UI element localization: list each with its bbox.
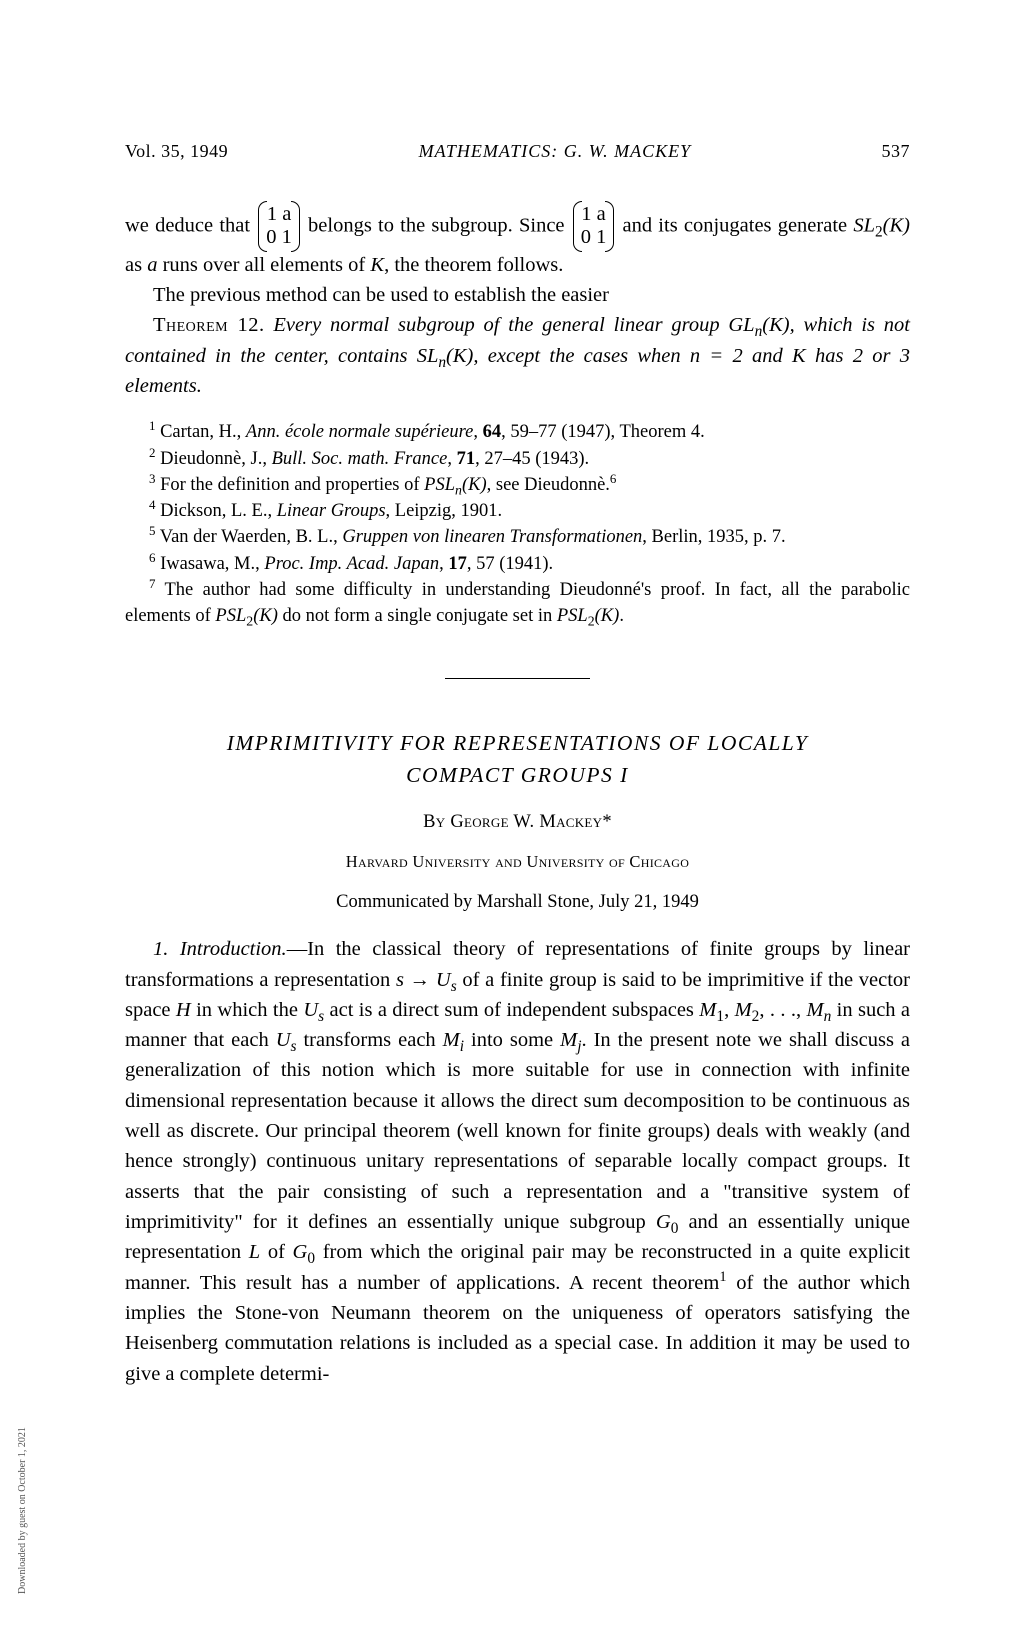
text: , . . ., <box>759 999 806 1021</box>
text: act is a direct sum of independent subsp… <box>324 999 699 1021</box>
matrix-row: 0 1 <box>581 226 607 250</box>
math-psl: PSL <box>557 606 588 626</box>
footnote-ref: 6 <box>610 471 616 486</box>
article-communicated: Communicated by Marshall Stone, July 21,… <box>125 889 910 916</box>
introduction-paragraph: 1. Introduction.—In the classical theory… <box>125 934 910 1389</box>
article-affiliation: Harvard University and University of Chi… <box>125 850 910 874</box>
section-number: 1. <box>153 938 168 960</box>
footnote-text: Cartan, H., Ann. école normale supérieur… <box>155 422 704 442</box>
math-sub: 0 <box>307 1251 315 1268</box>
math-sub: 1 <box>716 1008 724 1025</box>
math-psl: PSL <box>424 475 455 495</box>
article-author: By George W. Mackey* <box>125 809 910 836</box>
title-line: COMPACT GROUPS I <box>406 763 629 787</box>
math: G <box>293 1241 308 1263</box>
article-title: IMPRIMITIVITY FOR REPRESENTATIONS OF LOC… <box>125 727 910 792</box>
text: as <box>125 254 147 276</box>
math-sub: n <box>455 484 462 499</box>
theorem-12: Theorem 12. Every normal subgroup of the… <box>125 310 910 401</box>
footnote-text: For the definition and properties of <box>155 475 424 495</box>
footnote-text: do not form a single conjugate set in <box>278 606 557 626</box>
math-sub: 2 <box>588 615 595 630</box>
matrix-2: 1 a0 1 <box>573 203 615 250</box>
footnote-text: Iwasawa, M., Proc. Imp. Acad. Japan, 17,… <box>155 554 553 574</box>
math-arg: (K), <box>446 345 478 367</box>
header-section: MATHEMATICS: G. W. MACKEY <box>419 138 692 165</box>
footnote-ref: 1 <box>719 1269 726 1285</box>
matrix-row: 1 a <box>581 203 607 227</box>
text: belongs to the subgroup. Since <box>302 214 571 236</box>
download-watermark: Downloaded by guest on October 1, 2021 <box>17 1427 28 1594</box>
footnotes-block: 1 Cartan, H., Ann. école normale supérie… <box>125 419 910 629</box>
text: in which the <box>191 999 304 1021</box>
footnote-7: 7 The author had some difficulty in unde… <box>125 577 910 630</box>
footnote-2: 2 Dieudonnè, J., Bull. Soc. math. France… <box>125 446 910 472</box>
title-line: IMPRIMITIVITY FOR REPRESENTATIONS OF LOC… <box>227 731 809 755</box>
section-title: Introduction. <box>180 938 287 960</box>
math-arg: (K) <box>883 214 910 236</box>
section-divider <box>445 678 590 679</box>
paragraph-deduce: we deduce that 1 a0 1 belongs to the sub… <box>125 203 910 280</box>
math-arg: (K), <box>762 314 794 336</box>
page-container: Vol. 35, 1949 MATHEMATICS: G. W. MACKEY … <box>0 0 1020 1449</box>
math: L <box>249 1241 260 1263</box>
text: of <box>260 1241 292 1263</box>
footnote-5: 5 Van der Waerden, B. L., Gruppen von li… <box>125 524 910 550</box>
math-sub: n <box>438 354 446 371</box>
text: and its conjugates generate <box>616 214 853 236</box>
footnote-text: Dickson, L. E., Linear Groups, Leipzig, … <box>155 501 502 521</box>
text: into some <box>464 1029 560 1051</box>
footnote-1: 1 Cartan, H., Ann. école normale supérie… <box>125 419 910 445</box>
math: U <box>276 1029 291 1051</box>
math: M <box>807 999 824 1021</box>
text: , <box>724 999 735 1021</box>
math: H <box>176 999 191 1021</box>
running-header: Vol. 35, 1949 MATHEMATICS: G. W. MACKEY … <box>125 138 910 165</box>
math: M <box>699 999 716 1021</box>
math: s → U <box>396 969 451 991</box>
math-arg: (K) <box>595 606 620 626</box>
math-var: a <box>147 254 157 276</box>
math-sub: 2 <box>875 223 883 240</box>
footnote-3: 3 For the definition and properties of P… <box>125 472 910 498</box>
header-page-number: 537 <box>882 138 911 165</box>
footnote-text: Van der Waerden, B. L., Gruppen von line… <box>155 527 785 547</box>
math: G <box>656 1211 671 1233</box>
matrix-1: 1 a0 1 <box>258 203 300 250</box>
header-volume: Vol. 35, 1949 <box>125 138 228 165</box>
math-arg: (K) <box>462 475 487 495</box>
matrix-row: 1 a <box>266 203 292 227</box>
math-var: K <box>370 254 384 276</box>
math: U <box>303 999 318 1021</box>
text: . In the present note we shall discuss a… <box>125 1029 910 1233</box>
footnote-text: Dieudonnè, J., Bull. Soc. math. France, … <box>155 449 589 469</box>
text: transforms each <box>297 1029 443 1051</box>
footnote-4: 4 Dickson, L. E., Linear Groups, Leipzig… <box>125 498 910 524</box>
text: , the theorem follows. <box>384 254 563 276</box>
matrix-row: 0 1 <box>266 226 292 250</box>
text: runs over all elements of <box>157 254 370 276</box>
theorem-label: Theorem 12. <box>153 314 265 336</box>
math: M <box>560 1029 577 1051</box>
math-sl: SL <box>853 214 875 236</box>
paragraph-prev-method: The previous method can be used to estab… <box>125 280 910 310</box>
footnote-text: , see Dieudonnè. <box>487 475 610 495</box>
footnote-6: 6 Iwasawa, M., Proc. Imp. Acad. Japan, 1… <box>125 551 910 577</box>
text: we deduce that <box>125 214 256 236</box>
math: M <box>443 1029 460 1051</box>
math-psl: PSL <box>215 606 246 626</box>
theorem-text: Every normal subgroup of the general lin… <box>273 314 754 336</box>
math-arg: (K) <box>253 606 278 626</box>
math: M <box>735 999 752 1021</box>
footnote-text: . <box>619 606 624 626</box>
